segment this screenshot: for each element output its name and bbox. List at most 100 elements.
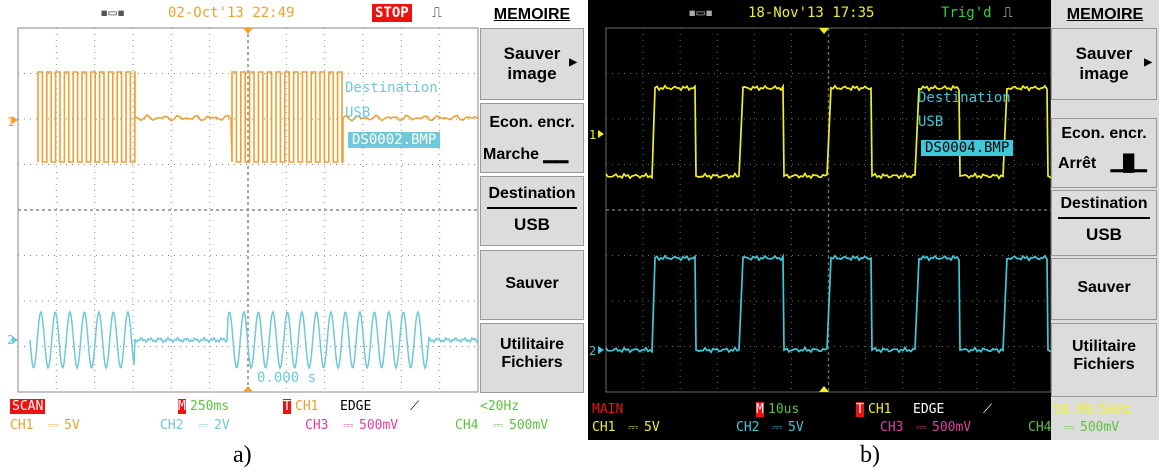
trigger-position-marker (243, 28, 253, 34)
file-utility-label-1: Utilitaire (1071, 338, 1136, 355)
timebase-marker-b: M (756, 402, 764, 417)
channel-level-marker (12, 336, 18, 344)
destination-value-b: USB (1086, 225, 1122, 244)
usb-icon: ▪▭▪ (100, 5, 126, 21)
rising-edge-icon-b: ⟋ (983, 402, 993, 417)
destination-value-a: USB (514, 215, 550, 234)
dc-coupling-icon: ⎓ (772, 420, 783, 435)
chevron-right-icon: ▶ (569, 57, 577, 68)
ch2-trace-b (605, 253, 1052, 354)
dc-coupling-icon: ⎓ (1064, 420, 1075, 435)
trigger-position-marker (819, 386, 829, 392)
save-image-label-1: Sauver (503, 44, 561, 63)
save-label-b: Sauver (1077, 279, 1131, 296)
oscilloscope-screen-b: ▪▭▪ 18-Nov'13 17:35 Trig'd ⎍ MEMOIRE Sau… (588, 0, 1159, 440)
dc-coupling-icon: ⎓ (198, 418, 209, 433)
file-utility-button-a[interactable]: Utilitaire Fichiers (480, 323, 584, 393)
timebase-value-a: 250ms (190, 399, 230, 414)
trigger-time-readout-a: 0.000 s (257, 370, 317, 386)
waveform-display-b (598, 27, 1052, 393)
destination-overlay-label-a: Destination (345, 80, 438, 96)
trigger-position-marker (243, 386, 253, 392)
trigger-marker-a: T (283, 399, 291, 414)
ink-saver-label-1: Econ. encr. (1061, 125, 1147, 142)
ch2-scale-b: 5V (788, 420, 804, 435)
trigger-source-b: CH1 (868, 402, 892, 417)
save-button-b[interactable]: Sauver (1051, 258, 1157, 320)
ch1-trace-a (37, 71, 479, 163)
destination-overlay-label-b: Destination (918, 90, 1011, 106)
file-utility-label-2: Fichiers (501, 354, 563, 371)
trigger-type-a: EDGE (340, 399, 372, 414)
ch1-scale-a: 5V (64, 418, 80, 433)
ch4-label-a: CH4 (455, 418, 479, 433)
file-utility-button-b[interactable]: Utilitaire Fichiers (1051, 323, 1157, 397)
oscilloscope-screen-a: ▪▭▪ 02-Oct'13 22:49 STOP ⎍ MEMOIRE Sauve… (0, 0, 585, 440)
save-button-a[interactable]: Sauver (480, 250, 584, 320)
dc-coupling-icon: ⎓ (493, 418, 504, 433)
save-image-label-2: image (1079, 64, 1129, 83)
ch3-scale-a: 500mV (359, 418, 399, 433)
chevron-right-icon: ▶ (1144, 57, 1152, 68)
ink-saver-button-a[interactable]: Econ. encr. Marche ▁▁ (480, 103, 584, 173)
ch2-scale-a: 2V (214, 418, 230, 433)
menu-title-b: MEMOIRE (1066, 6, 1144, 23)
status-badge-a: STOP (372, 4, 412, 22)
waveform-display-a (12, 27, 479, 393)
trigger-position-marker (819, 28, 829, 34)
ch3-scale-b: 500mV (932, 420, 972, 435)
rising-edge-icon-a: ⟋ (410, 399, 420, 414)
ch3-label-a: CH3 (305, 418, 329, 433)
save-image-button-a[interactable]: Sauver image ▶ (480, 28, 584, 100)
save-image-label-2: image (507, 64, 557, 83)
destination-label-a: Destination (488, 185, 576, 202)
ch4-scale-a: 500mV (509, 418, 549, 433)
ink-saver-button-b[interactable]: Econ. encr. Arrêt ▁█▁ (1051, 118, 1157, 188)
ch1-marker-a: 1 (7, 115, 15, 129)
ch2-trace-a (29, 309, 479, 371)
save-label-a: Sauver (505, 275, 559, 292)
status-badge-b: Trig'd (941, 5, 992, 21)
channel-level-marker (12, 116, 18, 124)
save-image-button-b[interactable]: Sauver image ▶ (1051, 28, 1157, 100)
dc-coupling-icon: ⎓ (916, 420, 927, 435)
timebase-marker-a: M (178, 399, 186, 414)
ch2-label-a: CH2 (160, 418, 184, 433)
mode-label-b: MAIN (592, 402, 624, 417)
trigger-type-b: EDGE (913, 402, 945, 417)
ch2-label-b: CH2 (736, 420, 760, 435)
ch3-label-b: CH3 (880, 420, 904, 435)
menu-title-a: MEMOIRE (493, 6, 571, 23)
file-utility-label-1: Utilitaire (499, 336, 564, 353)
datetime-b: 18-Nov'13 17:35 (748, 5, 875, 21)
trigger-marker-b: T (856, 402, 864, 417)
frequency-readout-b: 50.0075kHz (1053, 402, 1132, 417)
dc-coupling-icon: ⎓ (343, 418, 354, 433)
destination-button-a[interactable]: Destination USB (480, 176, 584, 246)
ch2-marker-a: 2 (7, 333, 15, 347)
ch1-label-a: CH1 (10, 418, 34, 433)
ink-saver-label-1: Econ. encr. (489, 114, 575, 131)
datetime-a: 02-Oct'13 22:49 (168, 5, 295, 21)
toggle-off-icon: ▁▁ (543, 146, 569, 163)
frequency-readout-a: <20Hz (480, 399, 520, 414)
save-image-label-1: Sauver (1075, 44, 1133, 63)
dc-coupling-icon: ⎓ (48, 418, 59, 433)
caption-a: a) (233, 442, 252, 468)
ch2-marker-b: 2 (589, 344, 597, 358)
trigger-edge-icon-b: ⎍ (1003, 5, 1013, 21)
channel-level-marker (598, 130, 604, 138)
destination-label-b: Destination (1060, 195, 1148, 212)
ch4-label-b: CH4 (1028, 420, 1052, 435)
destination-button-b[interactable]: Destination USB (1051, 190, 1157, 256)
ch1-trace-b (605, 83, 1052, 180)
filename-badge-a: DS0002.BMP (348, 132, 441, 148)
dc-coupling-icon: ⎓ (628, 420, 639, 435)
ch1-label-b: CH1 (592, 420, 616, 435)
filename-badge-b: DS0004.BMP (921, 140, 1014, 156)
trigger-edge-icon-a: ⎍ (432, 5, 442, 21)
usb-icon: ▪▭▪ (688, 5, 714, 21)
toggle-on-icon: ▁█▁ (1110, 155, 1147, 172)
destination-overlay-value-a: USB (345, 105, 371, 121)
mode-label-a: SCAN (10, 399, 46, 414)
